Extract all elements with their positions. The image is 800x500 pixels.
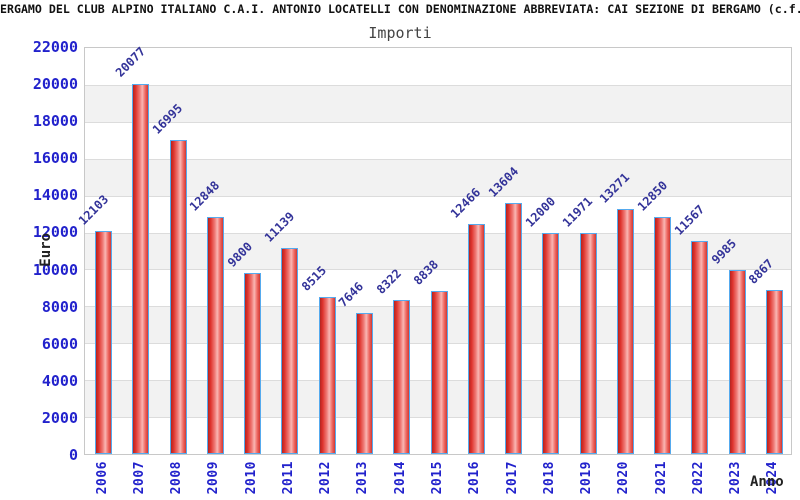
plot-band bbox=[85, 158, 791, 196]
x-tick-label: 2012 bbox=[318, 461, 334, 495]
x-tick-label: 2023 bbox=[728, 461, 744, 495]
plot-area bbox=[84, 47, 792, 455]
x-tick-label: 2014 bbox=[392, 461, 408, 495]
y-tick-label: 18000 bbox=[32, 112, 78, 131]
gridline bbox=[85, 158, 791, 160]
bar-2024 bbox=[765, 290, 783, 454]
y-tick-label: 10000 bbox=[32, 260, 78, 279]
plot-band bbox=[85, 232, 791, 270]
y-tick-label: 8000 bbox=[41, 297, 78, 316]
bar-2008 bbox=[169, 140, 187, 454]
bar-2013 bbox=[355, 312, 373, 454]
y-tick-label: 22000 bbox=[32, 38, 78, 56]
y-tick-label: 20000 bbox=[32, 75, 78, 94]
page-header-title: ERGAMO DEL CLUB ALPINO ITALIANO C.A.I. A… bbox=[0, 2, 800, 16]
bar-2014 bbox=[393, 300, 411, 454]
x-tick-label: 2007 bbox=[131, 461, 147, 495]
x-tick-label: 2013 bbox=[355, 461, 371, 495]
x-tick-label: 2010 bbox=[243, 461, 259, 495]
plot-band bbox=[85, 195, 791, 233]
gridline bbox=[85, 84, 791, 86]
plot-band bbox=[85, 121, 791, 159]
bar-2020 bbox=[616, 209, 634, 454]
bar-2022 bbox=[691, 240, 709, 454]
plot-band bbox=[85, 84, 791, 122]
x-tick-label: 2008 bbox=[169, 461, 185, 495]
bar-2010 bbox=[244, 273, 262, 454]
bar-2012 bbox=[318, 296, 336, 454]
x-tick-label: 2016 bbox=[467, 461, 483, 495]
y-tick-label: 0 bbox=[68, 446, 78, 464]
y-tick-label: 6000 bbox=[41, 334, 78, 353]
y-axis-title: Euro bbox=[38, 233, 54, 267]
bar-2009 bbox=[206, 216, 224, 454]
x-tick-label: 2019 bbox=[579, 461, 595, 495]
x-tick-label: 2015 bbox=[430, 461, 445, 495]
y-tick-label: 12000 bbox=[32, 223, 78, 242]
x-tick-label: 2009 bbox=[206, 461, 222, 495]
x-tick-label: 2022 bbox=[690, 461, 706, 495]
bar-2006 bbox=[95, 230, 113, 454]
gridline bbox=[85, 121, 791, 123]
x-tick-label: 2006 bbox=[94, 461, 110, 495]
x-tick-label: 2011 bbox=[280, 461, 296, 495]
y-tick-label: 2000 bbox=[41, 408, 78, 427]
x-tick-label: 2020 bbox=[616, 461, 632, 495]
x-tick-label: 2021 bbox=[653, 461, 669, 495]
bar-2023 bbox=[728, 269, 746, 454]
x-axis-title: Anno bbox=[750, 474, 784, 490]
bar-2017 bbox=[505, 202, 523, 454]
bar-2019 bbox=[579, 233, 597, 454]
plot-band bbox=[85, 48, 791, 85]
y-tick-label: 4000 bbox=[41, 371, 78, 390]
bar-2007 bbox=[132, 83, 150, 454]
bar-2021 bbox=[654, 216, 672, 454]
x-tick-label: 2018 bbox=[541, 461, 557, 495]
bar-2011 bbox=[281, 248, 299, 454]
gridline bbox=[85, 232, 791, 234]
bar-2015 bbox=[430, 290, 448, 454]
bar-2016 bbox=[467, 223, 485, 454]
gridline bbox=[85, 269, 791, 271]
y-tick-label: 14000 bbox=[32, 186, 78, 205]
y-tick-label: 16000 bbox=[32, 149, 78, 168]
chart-title: Importi bbox=[368, 24, 432, 42]
bar-2018 bbox=[542, 232, 560, 454]
x-tick-label: 2017 bbox=[504, 461, 520, 495]
gridline bbox=[85, 195, 791, 197]
